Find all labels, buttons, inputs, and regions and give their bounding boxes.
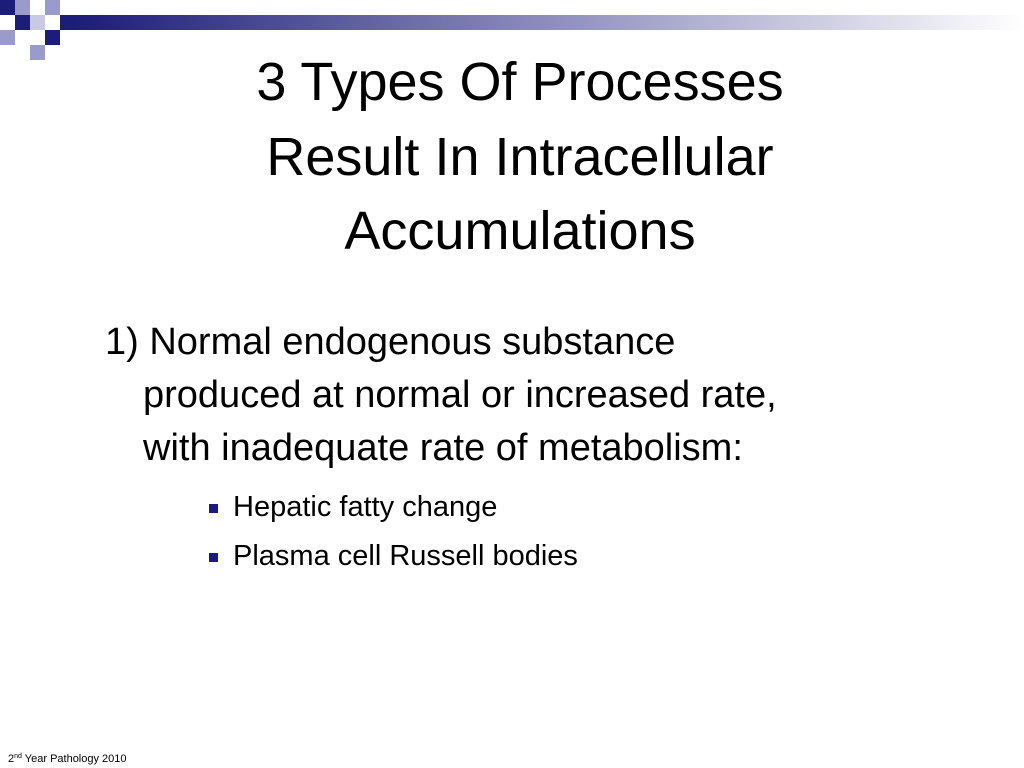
title-line: 3 Types Of Processes [256, 52, 784, 112]
title-line: Accumulations [344, 201, 696, 261]
square [45, 0, 60, 15]
bullet-icon [209, 553, 218, 562]
point-line: produced at normal or increased rate, [143, 374, 777, 416]
footer: 2nd Year Pathology 2010 [8, 750, 127, 766]
square [30, 15, 45, 30]
square [0, 30, 15, 45]
square [60, 15, 75, 30]
square [30, 45, 45, 60]
bullet-icon [209, 504, 218, 513]
footer-text: Year Pathology 2010 [24, 753, 127, 765]
square [45, 30, 60, 45]
footer-number: 2 [8, 753, 15, 765]
point-line: with inadequate rate of metabolism: [143, 427, 743, 469]
corner-decoration [0, 0, 1024, 60]
square [15, 0, 30, 15]
point-line: 1) Normal endogenous substance [105, 321, 676, 363]
square [15, 15, 30, 30]
square [0, 0, 15, 15]
footer-suffix: nd [14, 753, 22, 760]
header-bar [75, 15, 1024, 30]
bullet-text: Hepatic fatty change [233, 491, 498, 523]
bullet-text: Plasma cell Russell bodies [233, 540, 578, 572]
title-line: Result In Intracellular [266, 127, 774, 187]
